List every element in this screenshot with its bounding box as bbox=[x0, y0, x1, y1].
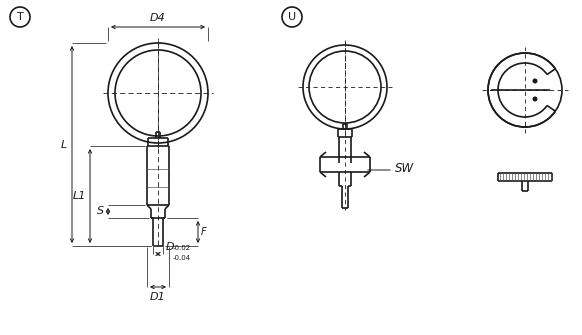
Circle shape bbox=[309, 51, 381, 123]
Text: S: S bbox=[97, 206, 104, 216]
Circle shape bbox=[488, 53, 562, 127]
Circle shape bbox=[533, 79, 537, 83]
Text: T: T bbox=[17, 12, 23, 22]
Text: L1: L1 bbox=[73, 191, 86, 201]
Circle shape bbox=[108, 43, 208, 143]
Text: -0.04: -0.04 bbox=[173, 255, 191, 261]
Text: L: L bbox=[61, 139, 67, 149]
Text: D1: D1 bbox=[150, 292, 166, 302]
Text: -0.02: -0.02 bbox=[173, 245, 191, 251]
Circle shape bbox=[533, 97, 537, 101]
Circle shape bbox=[115, 50, 201, 136]
Text: U: U bbox=[288, 12, 296, 22]
Text: F: F bbox=[201, 227, 207, 237]
Text: D4: D4 bbox=[150, 13, 166, 23]
Circle shape bbox=[303, 45, 387, 129]
Text: SW: SW bbox=[395, 161, 414, 175]
Text: D: D bbox=[166, 242, 175, 252]
